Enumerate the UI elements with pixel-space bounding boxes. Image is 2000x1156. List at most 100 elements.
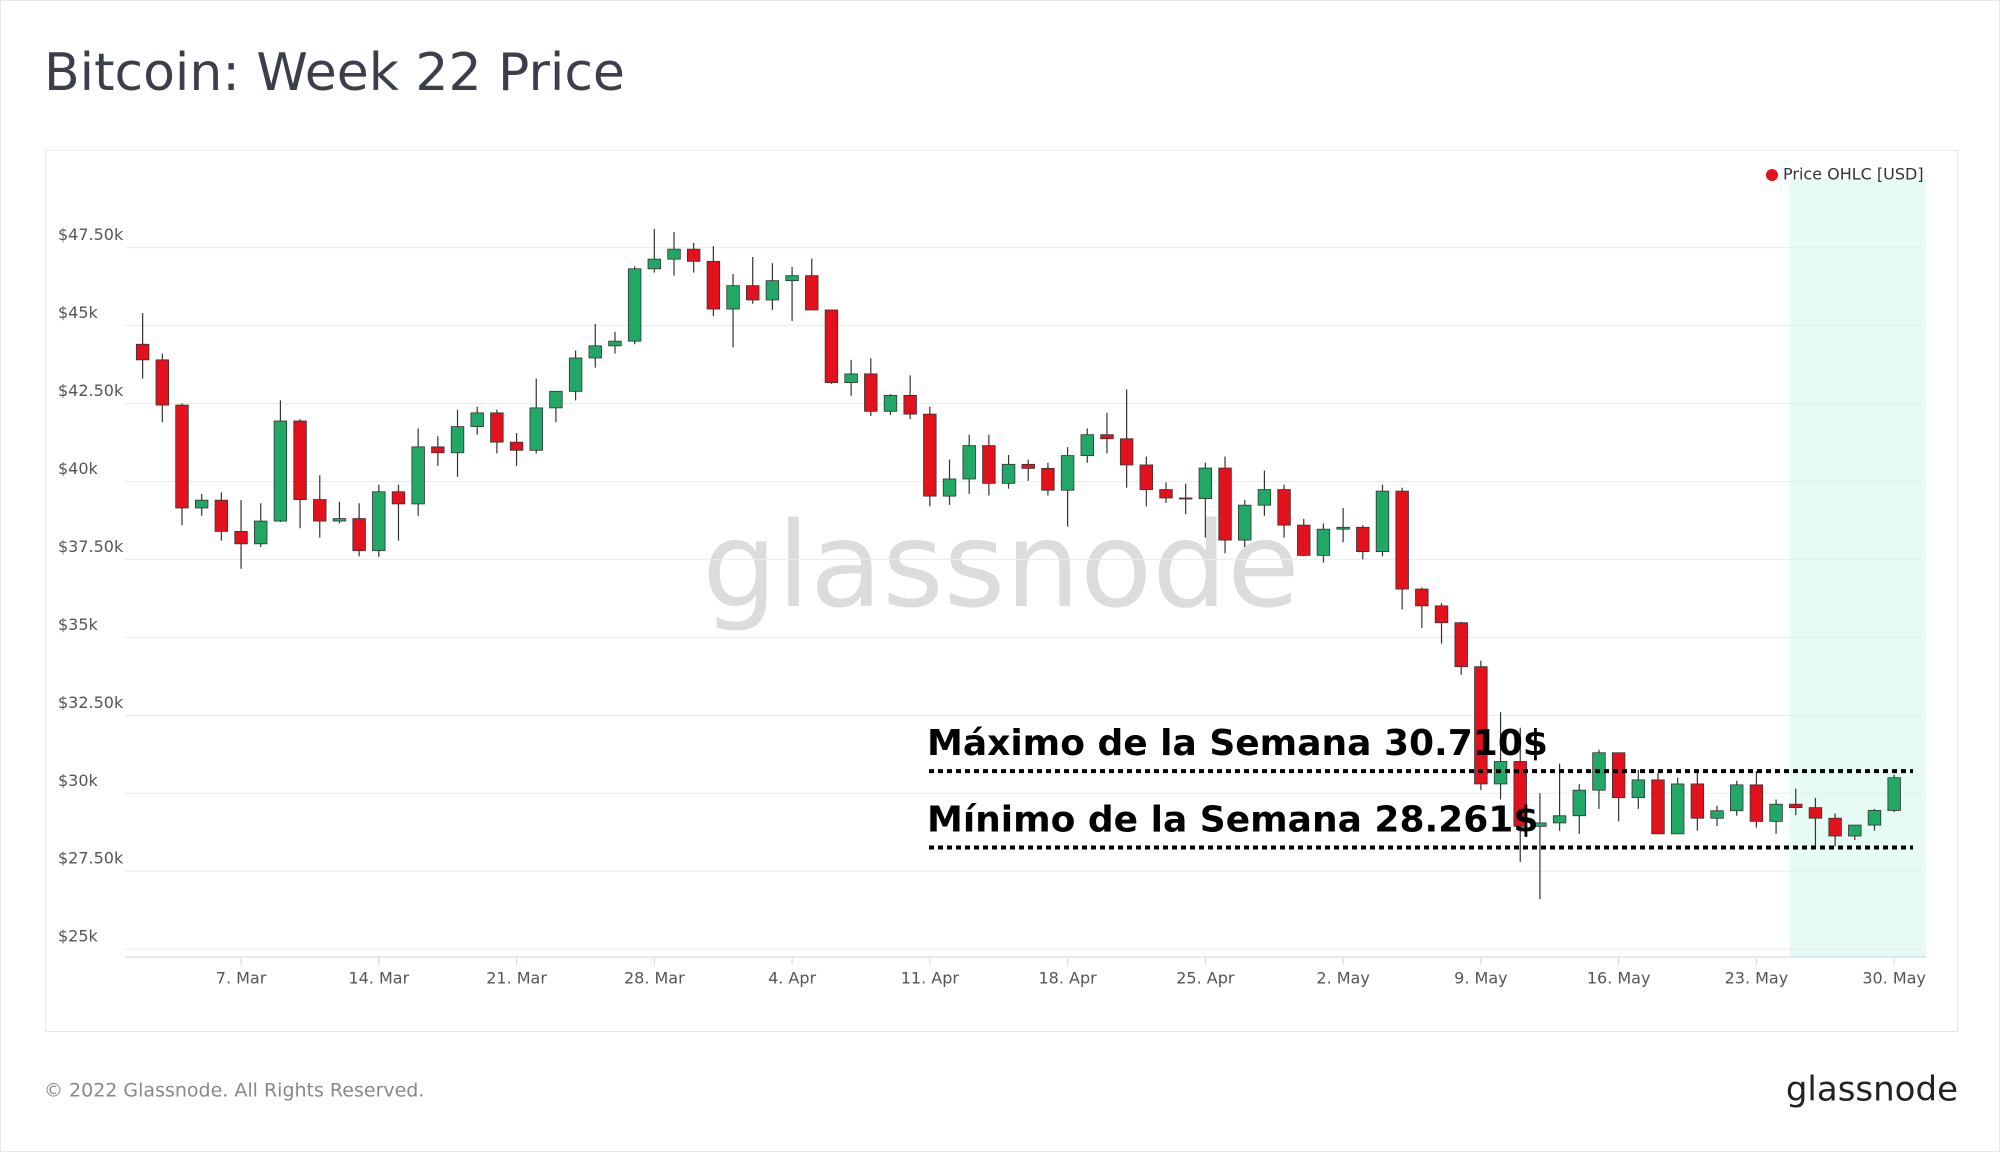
candle-body: [1021, 463, 1035, 469]
candle-body: [1769, 803, 1783, 822]
annotation-label: Máximo de la Semana 30.710$: [927, 723, 1548, 764]
x-tick-label: 16. May: [1587, 969, 1651, 988]
candle-body: [372, 491, 386, 552]
candle-body: [568, 357, 583, 392]
candle-body: [1651, 779, 1665, 835]
y-tick-label: $25k: [58, 927, 99, 946]
candle-body: [923, 413, 937, 497]
legend-label: Price OHLC [USD]: [1783, 165, 1924, 184]
candle-body: [1808, 807, 1823, 819]
candle-body: [1119, 438, 1134, 466]
candle-body: [135, 343, 150, 361]
candle-body: [391, 491, 406, 505]
x-tick-label: 28. Mar: [624, 969, 685, 988]
x-tick-label: 7. Mar: [216, 969, 267, 988]
candle-body: [509, 441, 524, 451]
x-tick-label: 14. Mar: [348, 969, 409, 988]
x-tick-label: 30. May: [1862, 969, 1926, 988]
candle-body: [608, 340, 622, 347]
candle-body: [332, 518, 347, 522]
y-tick-label: $27.50k: [58, 849, 124, 868]
candle-body: [470, 412, 484, 427]
candle-body: [254, 520, 268, 545]
x-tick-label: 11. Apr: [901, 969, 960, 988]
candle-body: [1552, 815, 1567, 824]
candle-body: [844, 373, 858, 384]
candle-body: [313, 499, 327, 522]
candle-body: [273, 420, 288, 522]
candle-body: [1356, 526, 1370, 553]
candle-body: [1218, 467, 1232, 541]
candle-body: [1631, 779, 1646, 799]
x-tick-label: 21. Mar: [486, 969, 547, 988]
candle-body: [411, 446, 425, 505]
candle-body: [1060, 455, 1075, 491]
y-tick-label: $42.50k: [58, 381, 124, 400]
candle-body: [1749, 784, 1764, 822]
candle-body: [1041, 467, 1055, 491]
candle-body: [214, 499, 229, 532]
candle-body: [647, 258, 662, 270]
candle-body: [1198, 467, 1213, 500]
candle-body: [234, 530, 248, 545]
candle-body: [1336, 526, 1350, 530]
candle-body: [1611, 752, 1626, 799]
candle-body: [1375, 490, 1390, 553]
chart-title: Bitcoin: Week 22 Price: [44, 43, 625, 103]
candle-body: [824, 309, 839, 384]
legend-marker: [1766, 169, 1778, 181]
candle-body: [805, 275, 819, 311]
x-tick-label: 25. Apr: [1176, 969, 1235, 988]
candle-body: [1395, 490, 1409, 590]
candle-body: [1513, 761, 1527, 827]
y-tick-label: $32.50k: [58, 693, 124, 712]
candle-body: [1415, 588, 1429, 607]
logo: glassnode: [1786, 1070, 1958, 1110]
candle-body: [1533, 822, 1547, 827]
candle-body: [942, 478, 957, 497]
candle-body: [1572, 789, 1586, 817]
annotation-label: Mínimo de la Semana 28.261$: [927, 800, 1538, 841]
candle-body: [1100, 434, 1114, 440]
candle-body: [1887, 777, 1901, 811]
candle-body: [1474, 666, 1488, 785]
candle-body: [1159, 489, 1173, 499]
chart-frame: [45, 150, 1958, 1032]
candle-body: [1316, 528, 1331, 556]
candle-body: [1238, 504, 1252, 541]
x-tick-label: 4. Apr: [768, 969, 816, 988]
week-highlight: [1790, 179, 1926, 957]
candle-body: [1001, 463, 1016, 484]
candle-body: [1178, 497, 1193, 500]
candle-body: [864, 373, 878, 412]
candle-body: [903, 395, 917, 415]
candle-body: [765, 280, 780, 301]
candle-body: [588, 345, 602, 359]
x-tick-label: 18. Apr: [1038, 969, 1097, 988]
candle-body: [1434, 605, 1449, 624]
candle-body: [627, 268, 642, 342]
candle-body: [982, 445, 996, 484]
candle-body: [1454, 622, 1468, 668]
watermark: glassnode: [702, 496, 1299, 634]
candle-body: [1257, 489, 1272, 506]
y-tick-label: $40k: [58, 459, 99, 478]
candle-body: [1828, 817, 1842, 837]
candle-body: [1848, 824, 1862, 837]
candle-body: [1080, 434, 1094, 456]
x-tick-label: 23. May: [1725, 969, 1789, 988]
y-tick-label: $35k: [58, 615, 99, 634]
candle-body: [450, 426, 465, 454]
candle-body: [1867, 810, 1882, 826]
candle-body: [1670, 783, 1685, 835]
candle-body: [962, 445, 976, 480]
candle-body: [1139, 464, 1154, 490]
candle-body: [549, 390, 563, 409]
footer: © 2022 Glassnode. All Rights Reserved.: [44, 1080, 424, 1102]
candle-body: [194, 499, 209, 509]
candle-body: [785, 275, 799, 282]
candle-body: [686, 248, 701, 262]
candle-body: [667, 248, 681, 260]
candle-body: [706, 260, 721, 310]
